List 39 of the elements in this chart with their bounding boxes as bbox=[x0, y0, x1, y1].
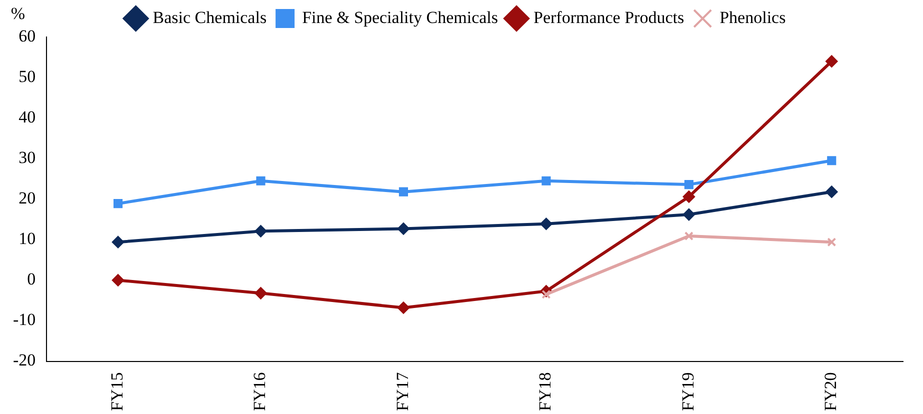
point bbox=[542, 176, 551, 186]
y-tick-label: 50 bbox=[18, 67, 36, 86]
y-tick-label: -10 bbox=[12, 310, 36, 330]
y-tick-label: 0 bbox=[27, 270, 36, 289]
point bbox=[397, 222, 410, 235]
y-tick-label: 10 bbox=[18, 229, 36, 248]
x-tick-label: FY20 bbox=[821, 372, 840, 412]
point bbox=[827, 156, 836, 166]
x-tick-label: FY16 bbox=[250, 372, 270, 412]
y-axis-title: % bbox=[10, 4, 26, 23]
y-tick-label: 40 bbox=[18, 108, 36, 127]
point bbox=[682, 208, 695, 221]
point bbox=[398, 187, 408, 196]
x-tick-label: FY18 bbox=[536, 372, 555, 412]
y-tick-label: -20 bbox=[12, 350, 36, 370]
x-tick-label: FY17 bbox=[392, 372, 412, 412]
y-tick-label: 30 bbox=[18, 148, 36, 168]
x-tick-label: FY15 bbox=[107, 372, 126, 412]
point bbox=[256, 176, 266, 186]
y-tick-label: 60 bbox=[18, 26, 36, 46]
point bbox=[397, 302, 410, 314]
point bbox=[684, 180, 694, 190]
point bbox=[684, 231, 694, 241]
legend-label: Performance Products bbox=[534, 8, 684, 27]
point bbox=[112, 274, 124, 286]
point bbox=[540, 218, 552, 230]
point bbox=[254, 287, 267, 300]
point bbox=[826, 55, 838, 68]
point bbox=[254, 225, 267, 238]
point bbox=[113, 199, 123, 208]
legend-label: Fine & Speciality Chemicals bbox=[302, 8, 498, 27]
legend-label: Basic Chemicals bbox=[152, 8, 267, 27]
point bbox=[682, 190, 695, 203]
y-tick-label: 20 bbox=[18, 188, 36, 208]
x-tick-label: FY19 bbox=[678, 372, 698, 412]
point bbox=[826, 186, 838, 198]
point bbox=[112, 236, 124, 248]
legend-label: Phenolics bbox=[720, 8, 786, 27]
point bbox=[827, 238, 836, 247]
